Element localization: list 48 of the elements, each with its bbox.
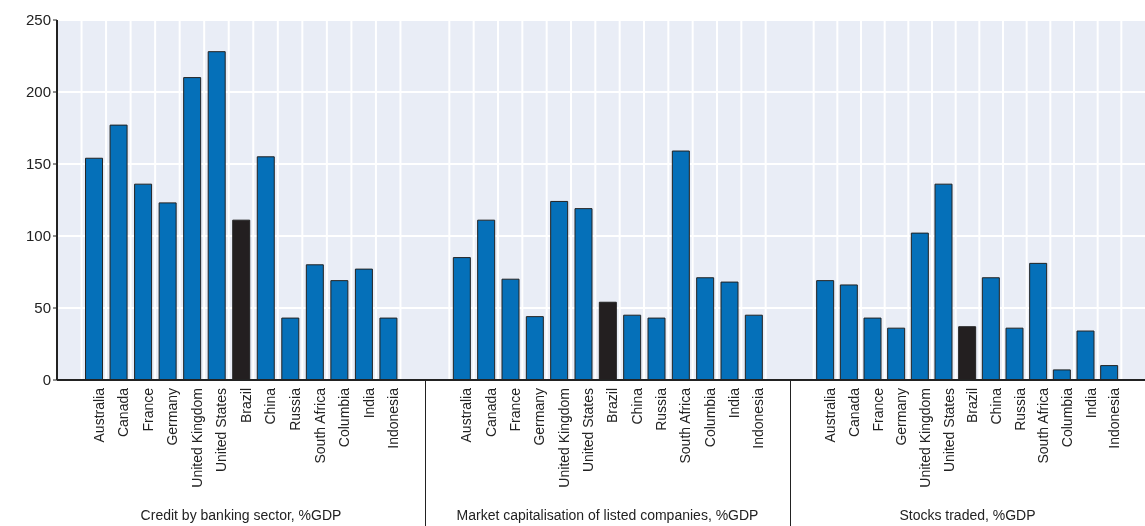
x-tick-label: Columbia	[701, 387, 718, 448]
x-axis-title: Market capitalisation of listed companies, %GDP	[456, 507, 759, 523]
x-axis-title: Credit by banking sector, %GDP	[140, 507, 342, 523]
x-tick-label: Germany	[164, 388, 181, 446]
x-tick-label: Australia	[458, 387, 475, 443]
y-tick-label: 50	[34, 299, 51, 317]
y-tick-label: 200	[25, 83, 51, 101]
x-tick-label: France	[507, 387, 524, 432]
x-tick-label: United States	[940, 388, 957, 473]
x-tick-label: United States	[580, 388, 597, 473]
y-tick-label: 250	[25, 11, 51, 29]
x-tick-label: France	[139, 387, 156, 432]
x-tick-label: Indonesia	[385, 387, 402, 449]
x-tick-label: Indonesia	[1106, 387, 1123, 449]
x-tick-label: Russia	[287, 387, 304, 431]
x-tick-label: India	[726, 387, 743, 419]
y-tick-label: 0	[42, 371, 51, 389]
x-tick-label: Russia	[1011, 387, 1028, 431]
x-tick-label: Canada	[846, 387, 863, 438]
x-tick-label: China	[988, 387, 1005, 425]
x-tick-label: Canada	[482, 387, 499, 438]
x-tick-label: Australia	[90, 387, 107, 443]
x-tick-label: South Africa	[677, 387, 694, 464]
x-tick-label: Australia	[822, 387, 839, 443]
x-tick-label: Germany	[531, 388, 548, 446]
x-tick-label: France	[869, 387, 886, 432]
x-tick-label: China	[628, 387, 645, 425]
x-tick-label: Canada	[115, 387, 132, 438]
x-axis-title: Stocks traded, %GDP	[899, 507, 1036, 523]
x-tick-label: Indonesia	[750, 387, 767, 449]
x-tick-label: Columbia	[1059, 387, 1076, 448]
x-tick-label: United Kingdom	[555, 388, 572, 488]
x-tick-label: India	[360, 387, 377, 419]
x-tick-label: India	[1082, 387, 1099, 419]
x-tick-label: South Africa	[311, 387, 328, 464]
x-tick-label: United Kingdom	[917, 388, 934, 488]
x-tick-label: Germany	[893, 388, 910, 446]
y-tick-label: 100	[25, 227, 51, 245]
x-tick-label: Brazil	[964, 388, 981, 424]
x-tick-label: Russia	[653, 387, 670, 431]
x-tick-label: China	[262, 387, 279, 425]
x-tick-label: Brazil	[237, 388, 254, 424]
x-tick-label: United States	[213, 388, 230, 473]
x-tick-label: Brazil	[604, 388, 621, 424]
x-tick-label: South Africa	[1035, 387, 1052, 464]
y-tick-label: 150	[25, 155, 51, 173]
x-tick-label: Columbia	[336, 387, 353, 448]
x-tick-label: United Kingdom	[188, 388, 205, 488]
